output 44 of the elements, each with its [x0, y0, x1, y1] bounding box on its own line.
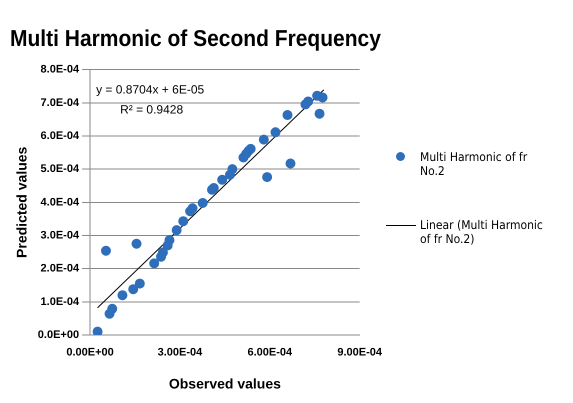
x-axis-title: Observed values — [168, 375, 282, 392]
point — [270, 127, 281, 138]
y-axis-title: Predicted values — [13, 146, 30, 258]
y-tick-label: 0.0E+00 — [38, 329, 80, 342]
legend-label: Multi Harmonic of fr No.2 — [420, 150, 528, 178]
point — [227, 164, 238, 174]
point — [303, 96, 314, 106]
point — [318, 92, 328, 102]
y-tick-label: 7.0E-04 — [40, 96, 80, 109]
y-tick-label: 6.0E-04 — [40, 130, 80, 142]
y-tick-label: 2.0E-04 — [40, 262, 80, 275]
point — [149, 258, 160, 268]
point — [198, 198, 208, 208]
y-tick-label: 8.0E-04 — [40, 64, 80, 76]
point — [314, 108, 325, 119]
point — [158, 247, 168, 258]
point — [172, 225, 182, 236]
point — [100, 246, 111, 256]
point — [178, 216, 188, 226]
y-tick-label: 4.0E-04 — [40, 196, 80, 208]
chart-title: Multi Harmonic of Second Frequency — [10, 25, 382, 52]
y-tick-label: 3.0E-04 — [40, 230, 80, 242]
point — [282, 110, 292, 120]
point — [217, 174, 228, 185]
point — [128, 284, 138, 294]
x-tick-label: 9.00E-04 — [337, 346, 383, 359]
point — [92, 326, 103, 335]
point — [258, 134, 269, 145]
annotation: y = 0.8704x + 6E-05 — [96, 82, 204, 97]
x-tick-label: 3.00E-04 — [158, 346, 204, 359]
y-tick-label: 1.0E-04 — [40, 296, 80, 308]
point — [134, 278, 145, 289]
point — [262, 172, 272, 182]
point — [188, 203, 198, 214]
point — [164, 235, 174, 246]
x-tick-label: 0.00E+00 — [66, 346, 114, 359]
x-tick-label: 6.00E-04 — [247, 346, 294, 359]
annotation: R² = 0.9428 — [120, 102, 184, 117]
point — [117, 290, 128, 300]
point — [107, 304, 118, 314]
point — [132, 238, 142, 249]
y-tick-label: 5.0E-04 — [40, 163, 80, 176]
legend-label: Linear (Multi Harmonic of fr No.2) — [420, 218, 544, 246]
point — [285, 158, 296, 168]
